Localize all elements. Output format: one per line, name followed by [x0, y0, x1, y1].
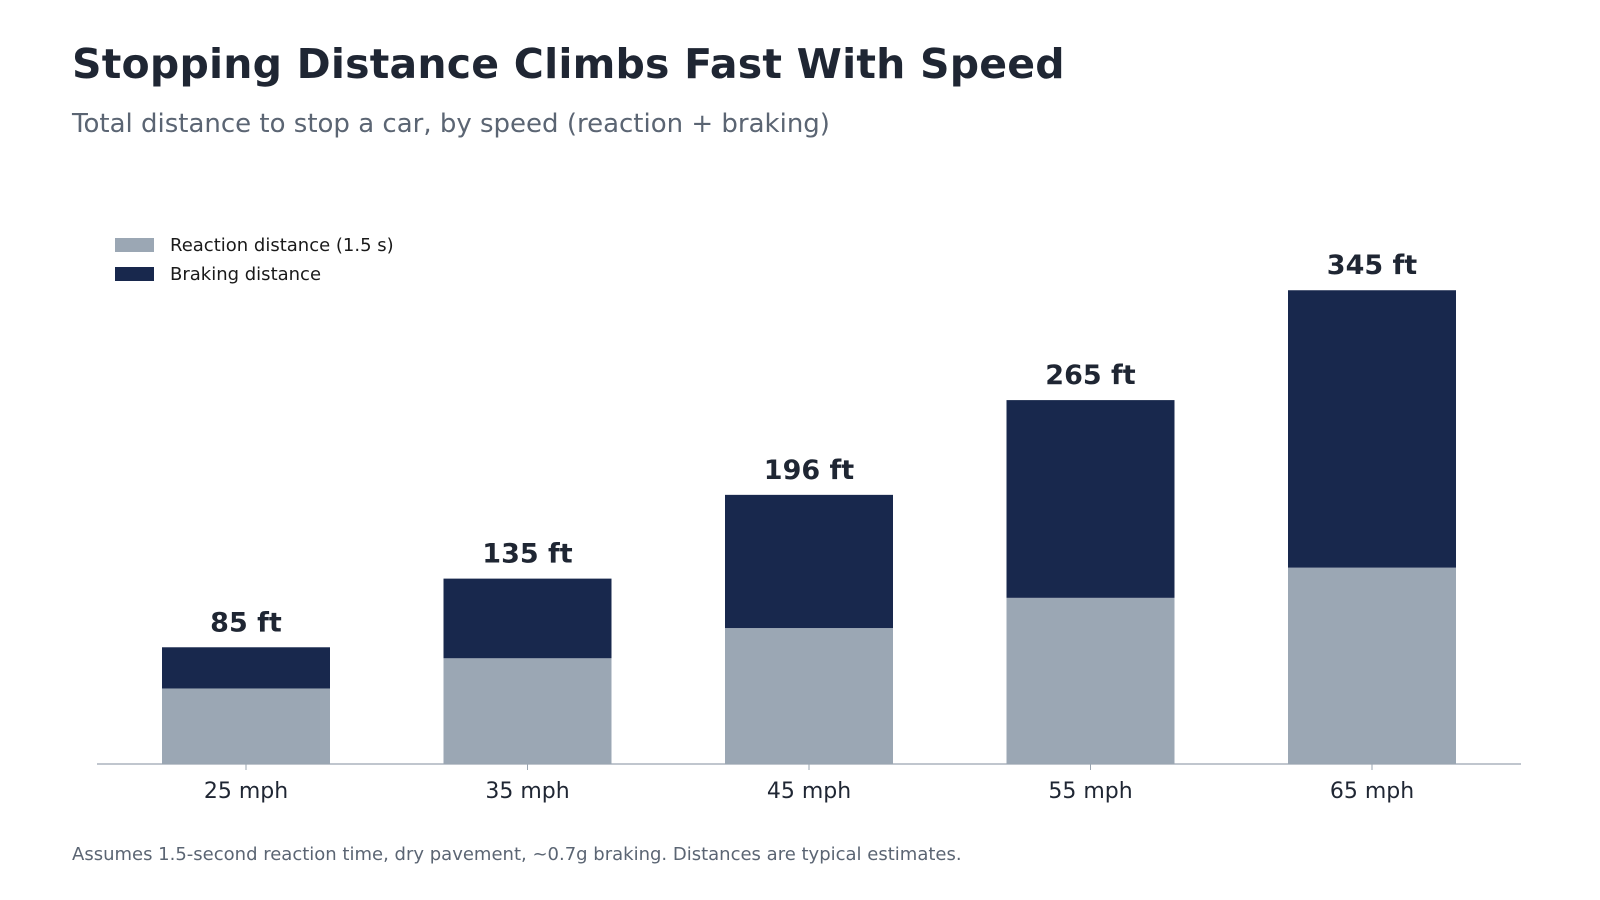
bar-reaction-0	[162, 688, 330, 764]
bar-braking-3	[1006, 400, 1175, 598]
legend: Reaction distance (1.5 s) Braking distanc…	[115, 235, 394, 285]
legend-label-reaction: Reaction distance (1.5 s)	[170, 235, 394, 256]
x-tick-label: 65 mph	[1330, 779, 1414, 804]
bar-reaction-1	[443, 658, 612, 764]
total-labels-group: 85 ft 135 ft 196 ft 265 ft 345 ft	[210, 250, 1417, 638]
bar-braking-0	[162, 647, 330, 689]
total-data-label: 196 ft	[764, 455, 855, 486]
bar-braking-4	[1288, 290, 1456, 568]
footnote: Assumes 1.5-second reaction time, dry pa…	[72, 844, 962, 865]
bar-reaction-2	[725, 628, 893, 764]
legend-label-braking: Braking distance	[170, 264, 321, 285]
chart-subtitle: Total distance to stop a car, by speed (…	[72, 109, 830, 139]
bar-reaction-4	[1288, 567, 1456, 764]
bar-reaction-3	[1006, 597, 1175, 764]
x-tick-label: 25 mph	[204, 779, 288, 804]
bars-group	[162, 290, 1456, 764]
x-tick-label: 35 mph	[485, 779, 569, 804]
x-tick-label: 45 mph	[767, 779, 851, 804]
total-data-label: 265 ft	[1045, 360, 1136, 391]
total-data-label: 135 ft	[482, 539, 573, 570]
total-data-label: 85 ft	[210, 607, 282, 638]
x-ticks-group: 25 mph 35 mph 45 mph 55 mph 65 mph	[204, 764, 1414, 804]
total-data-label: 345 ft	[1327, 250, 1418, 281]
bar-braking-2	[725, 494, 893, 629]
bar-braking-1	[443, 578, 612, 659]
legend-swatch-reaction	[115, 238, 154, 252]
chart-title: Stopping Distance Climbs Fast With Speed	[72, 40, 1065, 88]
x-tick-label: 55 mph	[1048, 779, 1132, 804]
legend-swatch-braking	[115, 267, 154, 281]
